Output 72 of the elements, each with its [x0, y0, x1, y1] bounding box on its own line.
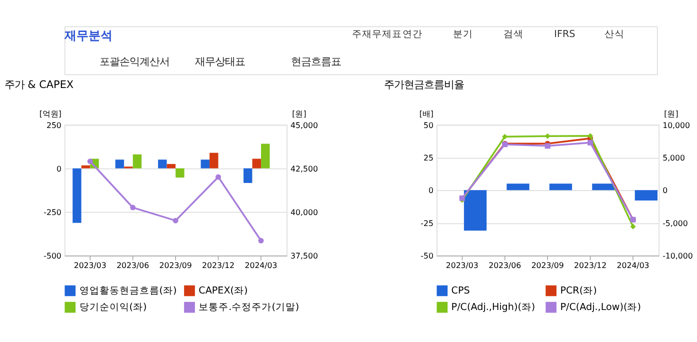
bar: [158, 160, 167, 168]
legend-label: 보통주.수정주가(기말): [198, 302, 300, 313]
text: 주재무제표: [352, 28, 402, 40]
x-tick-label: 2023/09: [159, 261, 192, 270]
point: [130, 204, 136, 210]
y2-tick-label: -10,000: [662, 251, 693, 260]
y2-tick-label: 10,000: [662, 120, 690, 130]
y2-axis-title: [원]: [292, 109, 306, 118]
text: 산식: [604, 28, 625, 40]
point: [544, 143, 550, 149]
bar: [176, 168, 184, 178]
y-axis-title: [배]: [419, 109, 434, 118]
y-tick-label: -500: [44, 251, 62, 260]
x-tick-label: 2023/06: [488, 261, 522, 270]
text: 재무분석: [63, 28, 112, 42]
x-tick-label: 2023/06: [116, 261, 150, 270]
y-tick-label: -25: [420, 218, 434, 228]
text: 포괄손익계산서: [99, 56, 170, 68]
text: 연간: [402, 28, 423, 40]
legend-label: 당기순이익(좌): [79, 302, 147, 313]
y-tick-label: -50: [420, 251, 434, 260]
bar: [81, 165, 90, 168]
bar: [244, 168, 252, 183]
y-tick-label: 50: [423, 120, 434, 130]
legend-label: P/C(Adj.,Low)(좌): [560, 302, 641, 313]
text: 검색: [504, 28, 524, 40]
y2-axis-title: [원]: [664, 109, 678, 118]
text: 현금흐름표: [290, 56, 341, 68]
point: [630, 224, 636, 230]
legend-label: P/C(Adj.,High)(좌): [451, 302, 536, 313]
y2-tick-label: 45,000: [290, 120, 318, 130]
x-tick-label: 2023/09: [531, 261, 564, 270]
text: 분기: [453, 28, 474, 40]
legend-label: PCR(좌): [560, 285, 597, 296]
chart-title: 주가현금흐름비율: [384, 79, 464, 92]
text: IFRS: [554, 28, 576, 40]
y2-tick-label: 40,000: [290, 208, 318, 217]
x-tick-label: 2024/03: [616, 261, 650, 270]
point: [216, 174, 222, 180]
y-tick-label: 250: [46, 120, 62, 130]
y2-tick-label: 37,500: [290, 251, 318, 260]
bar: [132, 154, 142, 168]
x-tick-label: 2023/03: [446, 261, 478, 270]
chart-title: 주가 & CAPEX: [4, 79, 74, 92]
bar: [261, 144, 270, 168]
point: [588, 140, 594, 146]
y-tick-label: 0: [428, 186, 434, 196]
legend-label: CPS: [451, 285, 470, 296]
y2-tick-label: 5,000: [662, 153, 686, 162]
bar: [115, 160, 124, 168]
x-tick-label: 2023/12: [574, 261, 607, 270]
x-tick-label: 2023/03: [74, 261, 106, 270]
legend-label: CAPEX(좌): [198, 285, 248, 296]
bar: [210, 152, 218, 168]
y2-tick-label: 0: [662, 186, 668, 196]
x-tick-label: 2024/03: [244, 261, 278, 270]
y2-tick-label: -5,000: [662, 218, 688, 228]
bar: [252, 158, 261, 168]
x-tick-label: 2023/12: [202, 261, 235, 270]
point: [258, 238, 264, 244]
point: [87, 158, 93, 164]
point: [172, 218, 178, 224]
y2-tick-label: 42,500: [290, 164, 318, 174]
y-tick-label: 25: [423, 153, 434, 162]
bar: [200, 160, 210, 168]
legend-label: 영업활동현금흐름(좌): [79, 285, 177, 296]
y-tick-label: -250: [44, 208, 62, 217]
bar: [72, 168, 82, 223]
y-tick-label: 0: [56, 164, 62, 174]
bar: [166, 164, 176, 168]
text: 재무상태표: [195, 56, 246, 68]
y-axis-title: [억원]: [39, 109, 62, 118]
